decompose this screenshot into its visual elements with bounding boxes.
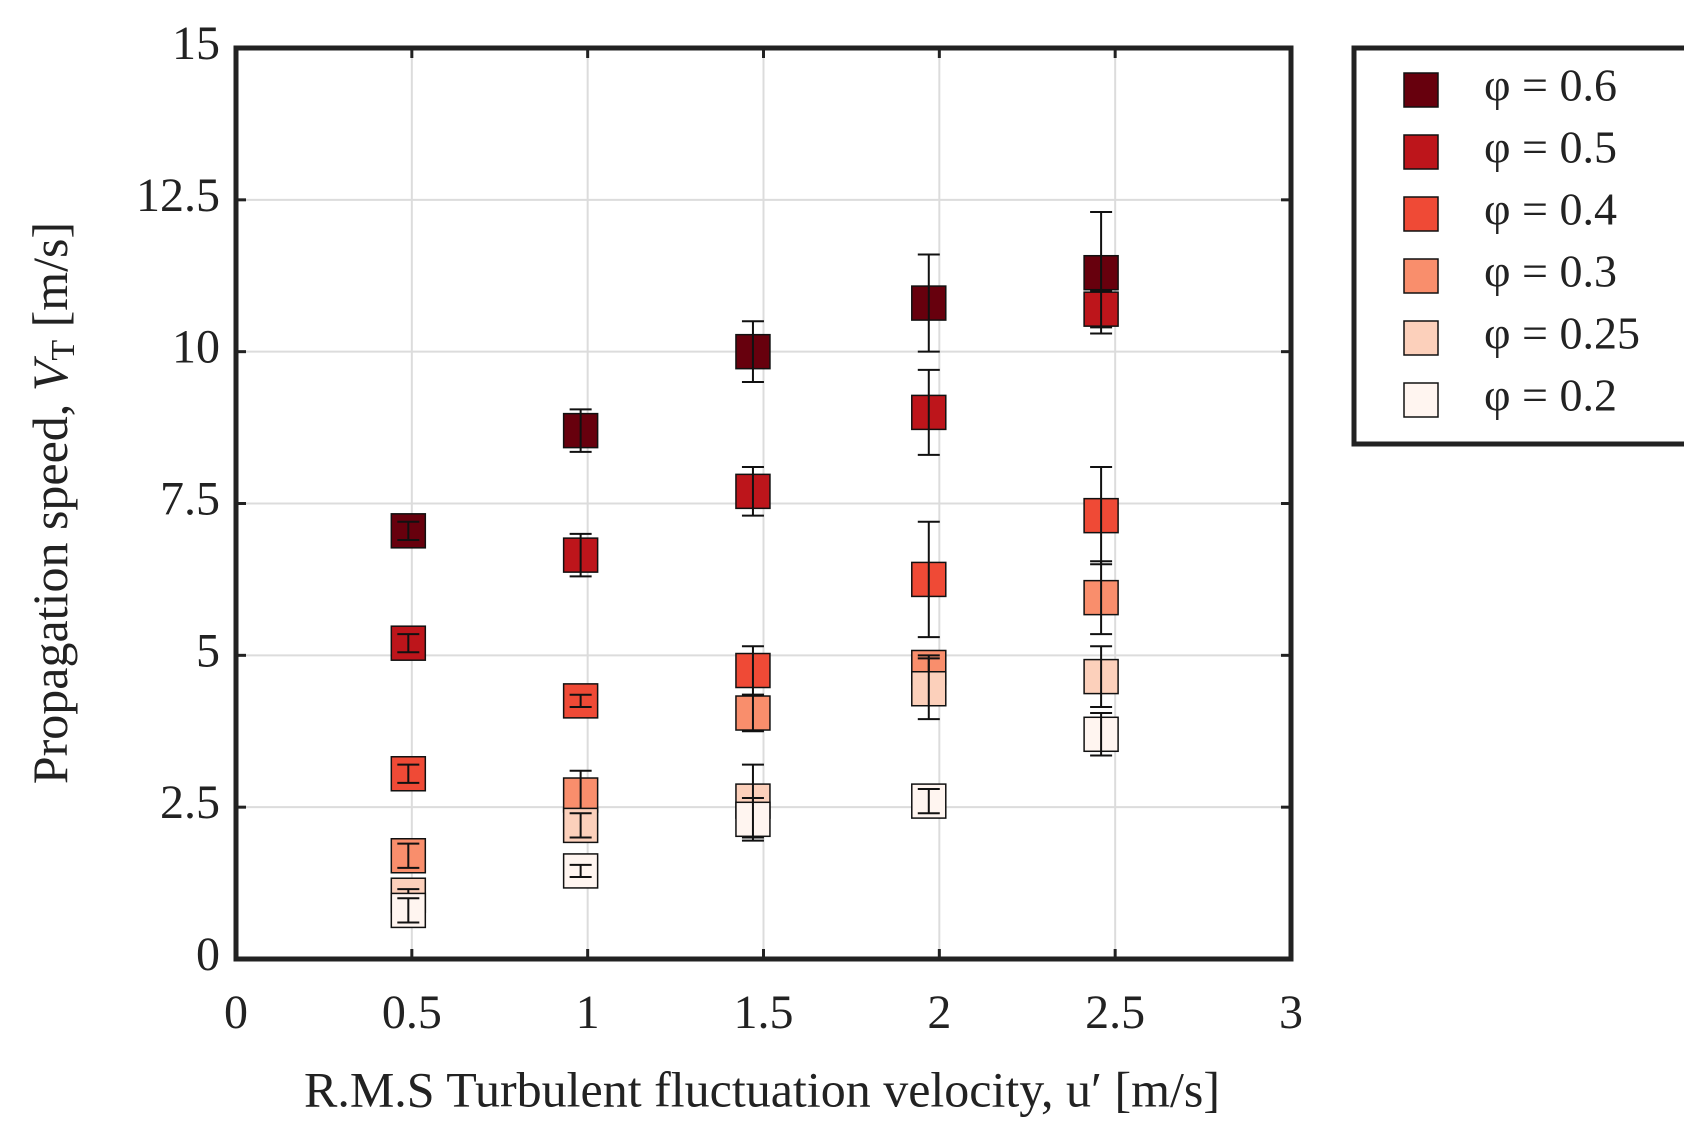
legend-label: φ = 0.3: [1484, 246, 1617, 297]
error-bar: [917, 520, 940, 639]
error-bar: [569, 532, 592, 578]
legend-label: φ = 0.6: [1484, 60, 1617, 111]
legend-swatch: [1403, 72, 1439, 108]
error-bar: [569, 408, 592, 453]
legend-swatch: [1403, 382, 1439, 418]
error-bar: [397, 842, 420, 869]
y-axis-label-text: Propagation speed,: [22, 391, 78, 784]
legend-swatch: [1403, 258, 1439, 294]
y-tick-label: 12.5: [136, 169, 220, 222]
error-bar: [397, 520, 420, 541]
legend-label: φ = 0.25: [1484, 308, 1640, 359]
y-axis-label: Propagation speed, VT [m/s]: [22, 222, 81, 784]
legend-swatch: [1403, 134, 1439, 170]
error-bar: [741, 693, 764, 733]
x-tick-label: 1: [576, 986, 600, 1039]
error-bar: [917, 787, 940, 815]
legend-label: φ = 0.5: [1484, 122, 1617, 173]
error-bar: [917, 253, 940, 353]
plot-frame: [233, 45, 1294, 962]
x-axis-label: R.M.S Turbulent fluctuation velocity, u′…: [304, 1061, 1220, 1117]
error-bar: [397, 897, 420, 924]
legend-box: [1351, 45, 1684, 447]
x-tick-label: 1.5: [734, 986, 794, 1039]
legend-swatch: [1403, 196, 1439, 232]
error-bar: [397, 633, 420, 654]
y-axis-label-var: V: [22, 355, 78, 391]
y-tick-label: 7.5: [160, 473, 220, 526]
error-bar: [1090, 289, 1113, 329]
y-tick-label: 10: [172, 321, 220, 374]
error-bar: [1090, 645, 1113, 708]
error-bar: [397, 763, 420, 784]
error-bar: [1090, 712, 1113, 757]
error-bar: [741, 797, 764, 842]
y-axis-label-unit: [m/s]: [22, 222, 78, 340]
error-bar: [917, 368, 940, 456]
error-bar: [741, 466, 764, 517]
error-bar: [1090, 560, 1113, 636]
y-axis-label-sub: T: [45, 340, 82, 361]
x-tick-label: 3: [1279, 986, 1303, 1039]
y-tick-label: 5: [196, 624, 220, 677]
error-bar: [569, 693, 592, 708]
y-tick-label: 0: [196, 928, 220, 981]
legend-label: φ = 0.4: [1484, 184, 1617, 235]
error-bar: [917, 657, 940, 721]
x-tick-label: 2: [927, 986, 951, 1039]
x-tick-label: 0.5: [382, 986, 442, 1039]
error-bar: [569, 812, 592, 839]
x-tick-label: 0: [224, 986, 248, 1039]
error-bar: [569, 863, 592, 879]
y-tick-label: 2.5: [160, 776, 220, 829]
legend-label: φ = 0.2: [1484, 370, 1617, 421]
y-tick-label: 15: [172, 17, 220, 70]
legend-swatch: [1403, 320, 1439, 356]
error-bar: [741, 320, 764, 384]
x-tick-label: 2.5: [1085, 986, 1145, 1039]
